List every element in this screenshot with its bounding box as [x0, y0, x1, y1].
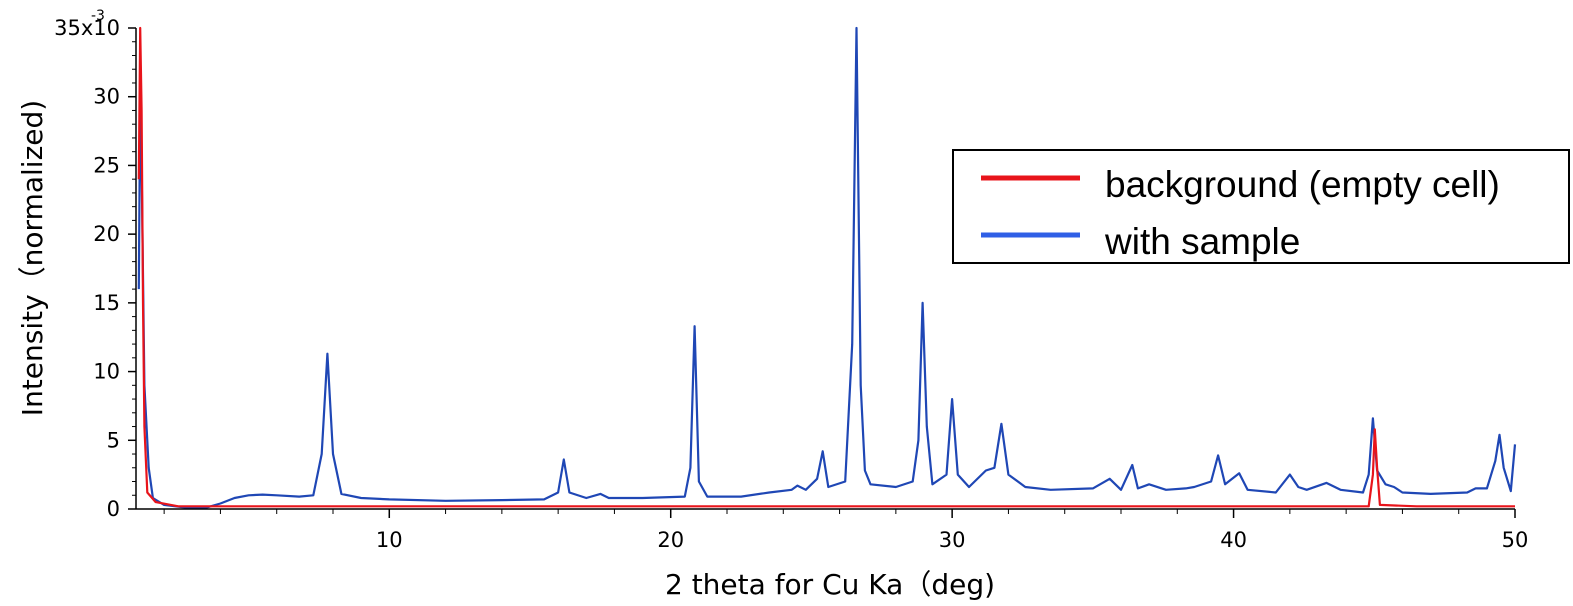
x-tick-label: 10 — [376, 528, 403, 552]
y-tick-label: 0 — [107, 497, 120, 521]
legend-label-with-sample: with sample — [1104, 221, 1300, 262]
legend: background (empty cell) with sample — [952, 149, 1570, 264]
y-tick-label: 20 — [93, 222, 120, 246]
axes — [135, 28, 1515, 510]
x-tick-label: 20 — [657, 528, 684, 552]
y-tick-label: 25 — [93, 153, 120, 177]
y-axis-title: Intensity（normalized) — [16, 100, 49, 416]
plot-lines — [137, 26, 1517, 509]
y-tick-label: 30 — [93, 85, 120, 109]
series-line-background — [137, 26, 1515, 508]
legend-box — [952, 149, 1570, 264]
x-tick-label: 40 — [1220, 528, 1247, 552]
legend-label-background: background (empty cell) — [1105, 164, 1500, 205]
x-ticks: 10 20 30 40 50 — [163, 509, 1529, 552]
series-line-with-sample — [137, 26, 1517, 509]
y-ticks: 0 5 10 15 20 25 30 35x10 — [54, 16, 136, 521]
y-axis-exponent: -3 — [91, 8, 105, 24]
y-tick-label: 5 — [107, 428, 120, 452]
y-tick-label: 35x10 — [54, 16, 120, 40]
x-tick-label: 50 — [1502, 528, 1529, 552]
x-tick-label: 30 — [939, 528, 966, 552]
y-tick-label: 10 — [93, 360, 120, 384]
y-tick-label: 15 — [93, 291, 120, 315]
x-axis-title: 2 theta for Cu Ka（deg) — [665, 568, 995, 601]
